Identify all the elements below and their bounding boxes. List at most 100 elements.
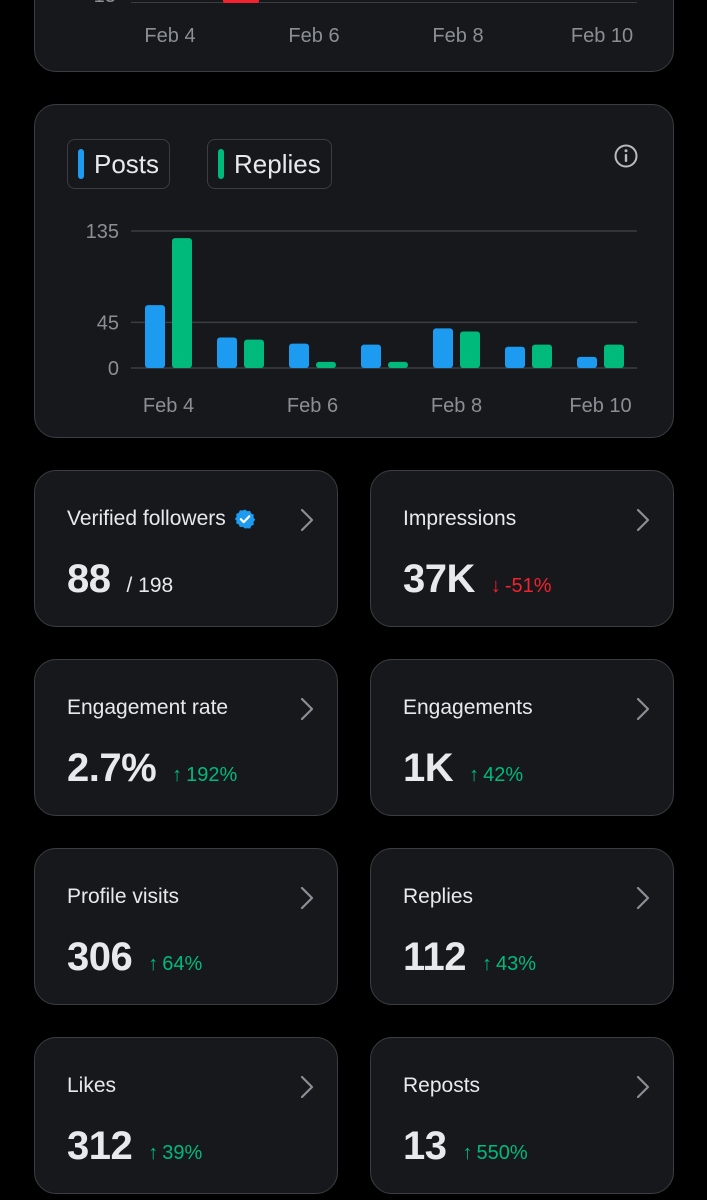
bar-posts-feb-10 (577, 356, 597, 368)
legend-posts-label: Posts (94, 148, 160, 179)
arrow-up-icon: ↑ (148, 953, 159, 975)
delta-value: 42% (483, 764, 524, 786)
arrow-up-icon: ↑ (482, 953, 493, 975)
metric-card-engagements[interactable]: Engagements 1K ↑ 42% (370, 659, 674, 816)
metric-label: Replies (403, 885, 474, 908)
x-tick-label: Feb 8 (432, 25, 484, 47)
metric-delta: ↑ 550% (463, 1142, 528, 1165)
chevron-right-icon (636, 697, 650, 721)
metric-delta: ↑ 64% (148, 953, 202, 976)
metric-value: 112 (403, 935, 467, 979)
bar-replies-feb-9 (532, 344, 552, 368)
metric-label-row: Verified followers (67, 507, 256, 531)
legend-replies[interactable]: Replies (207, 139, 332, 189)
zero-axis-line (131, 2, 637, 3)
metric-label-row: Engagements (403, 696, 533, 720)
metric-value-row: 306 ↑ 64% (67, 935, 202, 980)
metric-label: Engagement rate (67, 696, 229, 719)
metric-total: / 198 (126, 574, 174, 597)
metric-value-row: 1K ↑ 42% (403, 746, 523, 791)
posts-swatch (78, 149, 84, 179)
arrow-down-icon: ↓ (490, 575, 501, 597)
negative-bar (223, 0, 259, 3)
metric-value: 37K (403, 557, 475, 601)
bar-replies-feb-6 (316, 361, 336, 368)
bar-replies-feb-4 (172, 238, 192, 368)
arrow-up-icon: ↑ (172, 764, 183, 786)
metric-label-row: Impressions (403, 507, 516, 531)
metric-card-impressions[interactable]: Impressions 37K ↓ -51% (370, 470, 674, 627)
metric-card-likes[interactable]: Likes 312 ↑ 39% (34, 1037, 338, 1194)
chevron-right-icon (636, 886, 650, 910)
metric-value-row: 112 ↑ 43% (403, 935, 536, 980)
bar-posts-feb-7 (361, 344, 381, 368)
metric-card-verified-followers[interactable]: Verified followers 88 / 198 (34, 470, 338, 627)
metric-delta: ↑ 43% (482, 953, 536, 976)
metric-delta: ↑ 39% (148, 1142, 202, 1165)
metric-value-row: 312 ↑ 39% (67, 1124, 202, 1169)
arrow-up-icon: ↑ (469, 764, 480, 786)
metric-label-row: Replies (403, 885, 473, 909)
metric-label-row: Engagement rate (67, 696, 228, 720)
bar-posts-feb-4 (145, 305, 165, 368)
delta-value: -51% (504, 575, 552, 597)
metric-value-row: 13 ↑ 550% (403, 1124, 528, 1169)
metric-value-row: 88 / 198 (67, 557, 173, 602)
metric-label-row: Reposts (403, 1074, 480, 1098)
delta-value: 64% (162, 953, 203, 975)
metric-delta: ↑ 42% (469, 764, 523, 787)
chevron-right-icon (300, 1075, 314, 1099)
metric-value: 88 (67, 557, 111, 601)
metric-label: Engagements (403, 696, 533, 719)
metric-card-engagement-rate[interactable]: Engagement rate 2.7% ↑ 192% (34, 659, 338, 816)
x-tick-label: Feb 6 (288, 25, 340, 47)
y-tick-label: 0 (108, 358, 119, 380)
x-tick-label: Feb 8 (431, 395, 482, 417)
chevron-right-icon (300, 508, 314, 532)
bar-posts-feb-9 (505, 346, 525, 368)
metric-card-profile-visits[interactable]: Profile visits 306 ↑ 64% (34, 848, 338, 1005)
arrow-up-icon: ↑ (462, 1142, 473, 1164)
metric-label-row: Profile visits (67, 885, 179, 909)
metric-value: 2.7% (67, 746, 157, 790)
y-tick-label: 45 (97, 312, 119, 334)
bar-replies-feb-10 (604, 344, 624, 368)
delta-value: 550% (476, 1142, 528, 1164)
chevron-right-icon (636, 508, 650, 532)
metric-label-row: Likes (67, 1074, 116, 1098)
metric-value-row: 2.7% ↑ 192% (67, 746, 237, 791)
legend-replies-label: Replies (234, 148, 321, 179)
verified-badge-icon (234, 509, 255, 529)
metric-label: Profile visits (67, 885, 180, 908)
metric-card-replies[interactable]: Replies 112 ↑ 43% (370, 848, 674, 1005)
arrow-up-icon: ↑ (148, 1142, 159, 1164)
info-icon[interactable] (613, 143, 639, 169)
x-tick-label: Feb 10 (570, 25, 634, 47)
metric-value: 312 (67, 1124, 133, 1168)
chevron-right-icon (300, 697, 314, 721)
bar-replies-feb-8 (460, 331, 480, 368)
metric-label: Verified followers (67, 507, 226, 530)
bar-replies-feb-5 (244, 339, 264, 368)
metric-value: 13 (403, 1124, 447, 1168)
x-tick-label: Feb 4 (144, 25, 196, 47)
metric-delta: ↓ -51% (491, 575, 552, 598)
bar-posts-feb-8 (433, 328, 453, 368)
legend-posts[interactable]: Posts (67, 139, 171, 189)
delta-value: 43% (496, 953, 537, 975)
metric-value: 306 (67, 935, 133, 979)
bar-chart: 135 45 0 Feb 4 Feb 6 Feb 8 Feb 10 (86, 221, 637, 417)
replies-swatch (218, 149, 224, 179)
bar-posts-feb-6 (289, 343, 309, 368)
bar-posts-feb-5 (217, 337, 237, 368)
metric-label: Impressions (403, 507, 517, 530)
y-tick-label: -13 (87, 0, 116, 8)
metric-card-reposts[interactable]: Reposts 13 ↑ 550% (370, 1037, 674, 1194)
metric-value: 1K (403, 746, 454, 790)
metric-value-row: 37K ↓ -51% (403, 557, 552, 602)
x-tick-label: Feb 10 (569, 395, 631, 417)
x-tick-label: Feb 4 (143, 395, 194, 417)
metric-label: Likes (67, 1074, 117, 1097)
previous-chart-card: -13 Feb 4 Feb 6 Feb 8 Feb 10 (34, 0, 674, 72)
metric-label: Reposts (403, 1074, 481, 1097)
